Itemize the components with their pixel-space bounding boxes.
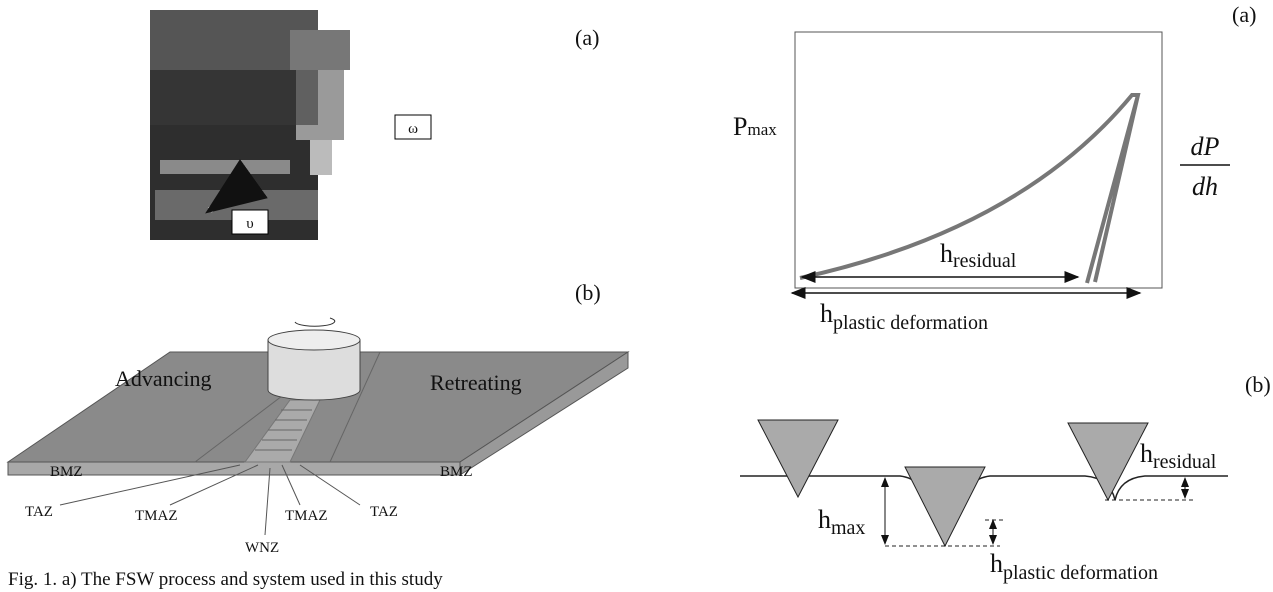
retreating: Retreating — [430, 370, 522, 395]
h-plastic: hplastic deformation — [820, 299, 988, 334]
panel-label: (a) — [1232, 2, 1256, 27]
plate — [8, 318, 628, 535]
slope-den: dh — [1192, 172, 1218, 201]
panel-label: (b) — [1245, 372, 1271, 397]
advancing: Advancing — [115, 366, 212, 391]
zone: TAZ — [25, 504, 53, 520]
zone: WNZ — [245, 540, 279, 556]
h-residual: hresidual — [1140, 439, 1217, 473]
zone: BMZ — [50, 464, 83, 480]
h-plastic: hplastic deformation — [990, 549, 1158, 584]
zone: TMAZ — [285, 508, 328, 524]
caption: Fig. 1. a) The FSW process and system us… — [8, 569, 443, 590]
zone: TAZ — [370, 504, 398, 520]
h-max: hmax — [818, 505, 865, 539]
figure: υ ω (a) (b) Advancing Retreating BMZ BMZ… — [0, 0, 1273, 592]
p-max: Pmax — [733, 112, 777, 141]
panel-label: (a) — [575, 25, 599, 50]
zone: TMAZ — [135, 508, 178, 524]
zone: BMZ — [440, 464, 473, 480]
upsilon: υ — [246, 216, 253, 232]
slope-num: dP — [1191, 132, 1220, 161]
photo: υ ω — [150, 10, 431, 240]
h-residual: hresidual — [940, 239, 1017, 272]
panel-label: (b) — [575, 280, 601, 305]
omega: ω — [408, 121, 418, 137]
